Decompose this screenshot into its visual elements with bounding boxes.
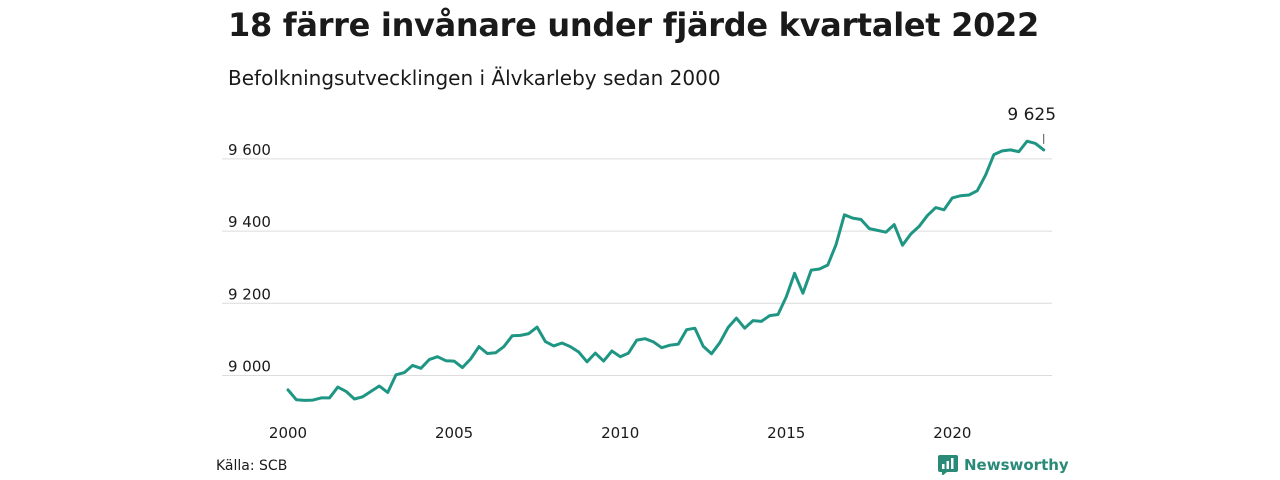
x-axis-ticks: 2000 2005 2010 2015 2020	[269, 424, 972, 442]
series-layer	[286, 139, 1046, 402]
brand-logo[interactable]: Newsworthy	[938, 455, 1069, 475]
x-tick-label: 2020	[933, 424, 971, 442]
y-axis-ticks: 9 000 9 200 9 400 9 600	[228, 141, 271, 376]
newsworthy-logo-icon	[938, 455, 958, 475]
chart-title: 18 färre invånare under fjärde kvartalet…	[228, 6, 1039, 44]
x-tick-label: 2015	[767, 424, 805, 442]
brand-name: Newsworthy	[964, 456, 1069, 474]
y-tick-label: 9 600	[228, 141, 271, 159]
y-tick-label: 9 000	[228, 358, 271, 376]
x-tick-label: 2010	[601, 424, 639, 442]
chart-subtitle: Befolkningsutvecklingen i Älvkarleby sed…	[228, 66, 721, 90]
y-tick-label: 9 200	[228, 285, 271, 303]
callout-label: 9 625	[1007, 105, 1056, 125]
series-line	[286, 139, 1046, 402]
y-tick-label: 9 400	[228, 213, 271, 231]
x-tick-label: 2005	[435, 424, 473, 442]
gridlines	[222, 158, 1052, 377]
x-tick-label: 2000	[269, 424, 307, 442]
annotation-layer: 9 625	[1007, 105, 1056, 144]
source-note: Källa: SCB	[216, 458, 288, 474]
